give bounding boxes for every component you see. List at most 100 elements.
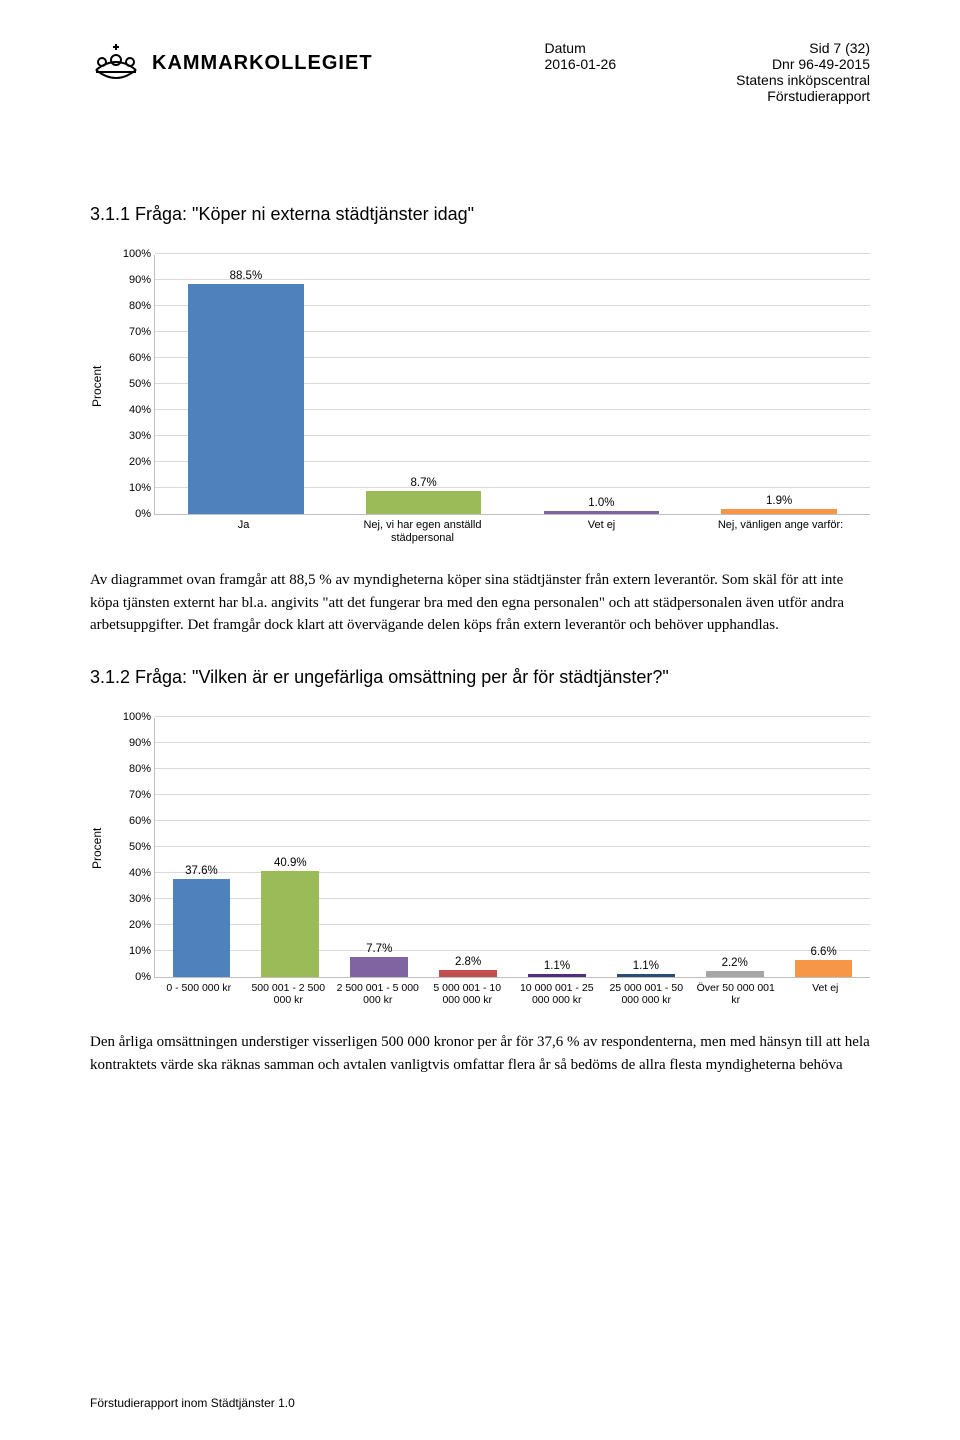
bar xyxy=(721,509,837,514)
xtick-label: Nej, vänligen ange varför: xyxy=(691,519,870,545)
ytick-label: 90% xyxy=(107,274,151,286)
plot-area: 0%10%20%30%40%50%60%70%80%90%100%37.6%40… xyxy=(154,718,870,978)
ytick-label: 60% xyxy=(107,352,151,364)
chart-ylabel: Procent xyxy=(90,855,104,869)
page-footer: Förstudierapport inom Städtjänster 1.0 xyxy=(90,1396,295,1410)
bar-slot: 37.6% xyxy=(157,718,246,977)
bar xyxy=(617,974,675,977)
ytick-label: 20% xyxy=(107,456,151,468)
page: KAMMARKOLLEGIET Datum 2016-01-26 Sid 7 (… xyxy=(0,0,960,1440)
section-1-body: Av diagrammet ovan framgår att 88,5 % av… xyxy=(90,569,870,637)
bar-slot: 2.8% xyxy=(424,718,513,977)
bars-row: 37.6%40.9%7.7%2.8%1.1%1.1%2.2%6.6% xyxy=(155,718,870,977)
xtick-label: Vet ej xyxy=(512,519,691,545)
bar-slot: 1.9% xyxy=(690,255,868,514)
bar-value-label: 1.0% xyxy=(513,497,691,509)
bar-value-label: 2.8% xyxy=(424,956,513,968)
xtick-label: 10 000 001 - 25 000 000 kr xyxy=(512,982,602,1007)
meta-date-label: Datum xyxy=(545,40,617,56)
bar-slot: 1.1% xyxy=(513,718,602,977)
brand-block: KAMMARKOLLEGIET xyxy=(90,40,373,86)
ytick-label: 50% xyxy=(107,841,151,853)
ytick-label: 100% xyxy=(107,248,151,260)
ytick-label: 100% xyxy=(107,711,151,723)
ytick-label: 40% xyxy=(107,404,151,416)
bar xyxy=(366,491,482,514)
ytick-label: 20% xyxy=(107,919,151,931)
bar xyxy=(706,971,764,977)
bar-slot: 7.7% xyxy=(335,718,424,977)
meta-page: Sid 7 (32) xyxy=(736,40,870,56)
meta-doc: Förstudierapport xyxy=(736,88,870,104)
chart-body: 0%10%20%30%40%50%60%70%80%90%100%88.5%8.… xyxy=(104,255,870,545)
bar-value-label: 8.7% xyxy=(335,477,513,489)
ytick-label: 0% xyxy=(107,508,151,520)
bar xyxy=(544,511,660,514)
bars-row: 88.5% 8.7%1.0%1.9% xyxy=(155,255,870,514)
bar xyxy=(528,974,586,977)
bar-slot: 40.9% xyxy=(246,718,335,977)
ytick-label: 90% xyxy=(107,737,151,749)
bar-value-label: 7.7% xyxy=(335,943,424,955)
bar-value-label: 1.1% xyxy=(513,960,602,972)
bar xyxy=(261,871,319,977)
bar xyxy=(350,957,408,977)
xtick-label: Över 50 000 001 kr xyxy=(691,982,781,1007)
brand-name: KAMMARKOLLEGIET xyxy=(152,52,373,75)
meta-dnr: Dnr 96-49-2015 xyxy=(736,56,870,72)
ytick-label: 80% xyxy=(107,300,151,312)
ytick-label: 0% xyxy=(107,971,151,983)
section-2-body: Den årliga omsättningen understiger viss… xyxy=(90,1031,870,1076)
bar-value-label: 1.1% xyxy=(601,960,690,972)
chart-2: Procent 0%10%20%30%40%50%60%70%80%90%100%… xyxy=(90,718,870,1007)
bar-value-label: 88.5% xyxy=(157,270,335,282)
ytick-label: 70% xyxy=(107,789,151,801)
xtick-label: Ja xyxy=(154,519,333,545)
bar-value-label: 40.9% xyxy=(246,857,335,869)
page-header: KAMMARKOLLEGIET Datum 2016-01-26 Sid 7 (… xyxy=(90,40,870,104)
ytick-label: 30% xyxy=(107,430,151,442)
meta-org: Statens inköpscentral xyxy=(736,72,870,88)
xtick-label: 5 000 001 - 10 000 000 kr xyxy=(423,982,513,1007)
bar xyxy=(188,284,304,514)
ytick-label: 80% xyxy=(107,763,151,775)
xtick-label: 0 - 500 000 kr xyxy=(154,982,244,1007)
meta-left: Datum 2016-01-26 xyxy=(545,40,617,104)
xlabels-row: JaNej, vi har egen anställd städpersonal… xyxy=(154,519,870,545)
bar-slot: 8.7% xyxy=(335,255,513,514)
section-2-heading: 3.1.2 Fråga: "Vilken är er ungefärliga o… xyxy=(90,667,870,688)
meta-right: Sid 7 (32) Dnr 96-49-2015 Statens inköps… xyxy=(736,40,870,104)
xlabels-row: 0 - 500 000 kr500 001 - 2 500 000 kr2 50… xyxy=(154,982,870,1007)
header-meta: Datum 2016-01-26 Sid 7 (32) Dnr 96-49-20… xyxy=(545,40,870,104)
bar-value-label: 2.2% xyxy=(690,957,779,969)
bar xyxy=(795,960,853,977)
bar xyxy=(439,970,497,977)
meta-date-value: 2016-01-26 xyxy=(545,56,617,72)
bar-slot: 2.2% xyxy=(690,718,779,977)
bar-value-label: 37.6% xyxy=(157,865,246,877)
ytick-label: 10% xyxy=(107,482,151,494)
gridline xyxy=(155,253,870,254)
gridline xyxy=(155,716,870,717)
bar xyxy=(173,879,231,977)
ytick-label: 40% xyxy=(107,867,151,879)
chart-ylabel: Procent xyxy=(90,393,104,407)
xtick-label: 25 000 001 - 50 000 000 kr xyxy=(602,982,692,1007)
xtick-label: Nej, vi har egen anställd städpersonal xyxy=(333,519,512,545)
xtick-label: Vet ej xyxy=(781,982,871,1007)
section-1-heading: 3.1.1 Fråga: "Köper ni externa städtjäns… xyxy=(90,204,870,225)
ytick-label: 50% xyxy=(107,378,151,390)
xtick-label: 500 001 - 2 500 000 kr xyxy=(244,982,334,1007)
bar-value-label: 1.9% xyxy=(690,495,868,507)
plot-area: 0%10%20%30%40%50%60%70%80%90%100%88.5%8.… xyxy=(154,255,870,515)
bar-value-label: 6.6% xyxy=(779,946,868,958)
ytick-label: 30% xyxy=(107,893,151,905)
bar-slot: 1.1% xyxy=(601,718,690,977)
bar-slot: 6.6% xyxy=(779,718,868,977)
bar-slot: 1.0% xyxy=(513,255,691,514)
bar-slot: 88.5% xyxy=(157,255,335,514)
chart-body: 0%10%20%30%40%50%60%70%80%90%100%37.6%40… xyxy=(104,718,870,1007)
ytick-label: 70% xyxy=(107,326,151,338)
chart-1: Procent 0%10%20%30%40%50%60%70%80%90%100%… xyxy=(90,255,870,545)
xtick-label: 2 500 001 - 5 000 000 kr xyxy=(333,982,423,1007)
